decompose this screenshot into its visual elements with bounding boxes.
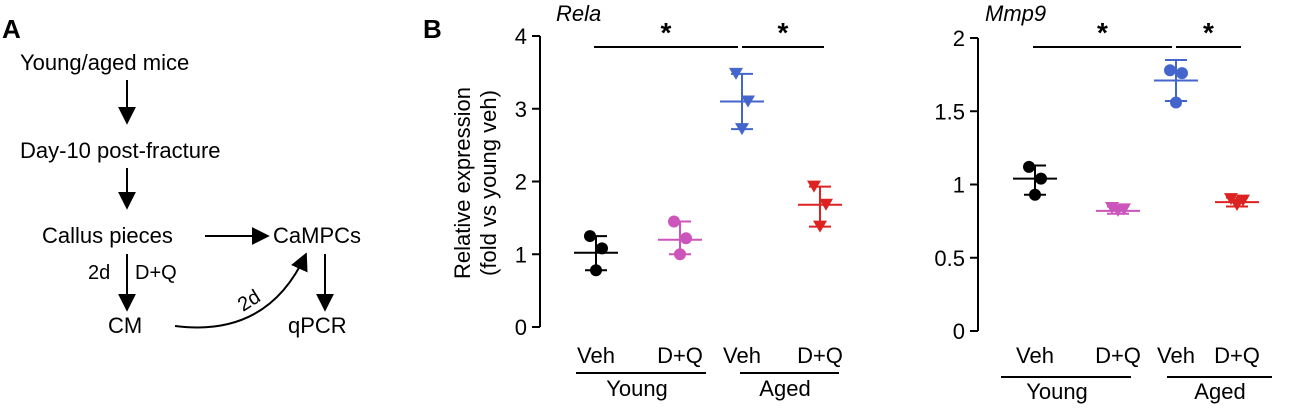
mmp9-group-label: Aged xyxy=(1194,379,1245,404)
mmp9-group-label: Young xyxy=(1026,379,1088,404)
mmp9-series-0-point xyxy=(1029,188,1041,201)
label-dq: D+Q xyxy=(135,262,177,284)
rela-series-3-point xyxy=(819,198,833,211)
rela-series-3-point xyxy=(813,220,827,233)
step-qpcr: qPCR xyxy=(288,313,347,338)
rela-series-1-point xyxy=(674,248,686,261)
mmp9-series-2-point xyxy=(1176,67,1188,80)
rela-category-label: Veh xyxy=(723,343,761,368)
rela-y-tick-label: 1 xyxy=(515,242,527,267)
rela-sig-star: * xyxy=(778,17,789,48)
mmp9-series-0-point xyxy=(1023,160,1035,173)
rela-series-2-point xyxy=(735,123,749,136)
rela-series-2-point xyxy=(741,95,755,108)
rela-group-label: Young xyxy=(606,376,668,401)
step-campcs: CaMPCs xyxy=(273,223,361,248)
rela-series-0-point xyxy=(596,242,608,255)
rela-series-1-point xyxy=(668,215,680,228)
step-mice: Young/aged mice xyxy=(20,50,189,75)
rela-series-0-point xyxy=(590,264,602,277)
label-2d: 2d xyxy=(88,262,110,284)
rela-group-label: Aged xyxy=(759,376,810,401)
rela-ylabel-line2: (fold vs young veh) xyxy=(476,90,501,276)
mmp9-series-0-point xyxy=(1035,172,1047,185)
rela-series-3-point xyxy=(807,180,821,193)
rela-y-tick-label: 0 xyxy=(515,315,527,340)
mmp9-title: Mmp9 xyxy=(985,1,1046,26)
mmp9-category-label: Veh xyxy=(1016,343,1054,368)
step-day10: Day-10 post-fracture xyxy=(20,138,221,163)
rela-category-label: Veh xyxy=(577,343,615,368)
mmp9-sig-star: * xyxy=(1203,17,1214,48)
rela-ylabel: Relative expression (fold vs young veh) xyxy=(450,87,501,279)
step-cm: CM xyxy=(108,313,142,338)
mmp9-y-tick-label: 0.5 xyxy=(934,246,965,271)
rela-y-tick-label: 3 xyxy=(515,97,527,122)
mmp9-y-tick-label: 2 xyxy=(953,26,965,51)
panel-b-label: B xyxy=(423,14,442,44)
rela-y-tick-label: 4 xyxy=(515,24,527,49)
panel-a: A Young/aged mice Day-10 post-fracture C… xyxy=(2,14,361,338)
panel-a-label: A xyxy=(2,14,21,44)
step-callus: Callus pieces xyxy=(42,223,173,248)
rela-series-0-point xyxy=(584,230,596,243)
chart-rela: Rela Relative expression (fold vs young … xyxy=(450,1,843,401)
rela-category-label: D+Q xyxy=(797,343,843,368)
mmp9-series-2-point xyxy=(1170,96,1182,109)
mmp9-series-3-point xyxy=(1230,199,1244,212)
arrow-cm-to-campcs xyxy=(174,252,308,329)
mmp9-sig-star: * xyxy=(1097,17,1108,48)
rela-series-1-point xyxy=(680,232,692,245)
rela-y-tick-label: 2 xyxy=(515,170,527,195)
mmp9-category-label: Veh xyxy=(1157,343,1195,368)
mmp9-category-label: D+Q xyxy=(1095,343,1141,368)
mmp9-y-tick-label: 1.5 xyxy=(934,99,965,124)
rela-title: Rela xyxy=(556,1,601,26)
mmp9-series-1-point xyxy=(1111,204,1125,217)
mmp9-category-label: D+Q xyxy=(1214,343,1260,368)
chart-mmp9: Mmp9 0 0.5 1 1.5 2 * * Veh D+Q Veh D+Q Young Aged xyxy=(934,1,1272,404)
mmp9-y-tick-label: 1 xyxy=(953,173,965,198)
rela-series-2-point xyxy=(729,67,743,80)
rela-category-label: D+Q xyxy=(657,343,703,368)
rela-sig-star: * xyxy=(661,17,672,48)
rela-ylabel-line1: Relative expression xyxy=(450,87,475,279)
mmp9-series-2-point xyxy=(1164,64,1176,77)
mmp9-y-tick-label: 0 xyxy=(953,319,965,344)
